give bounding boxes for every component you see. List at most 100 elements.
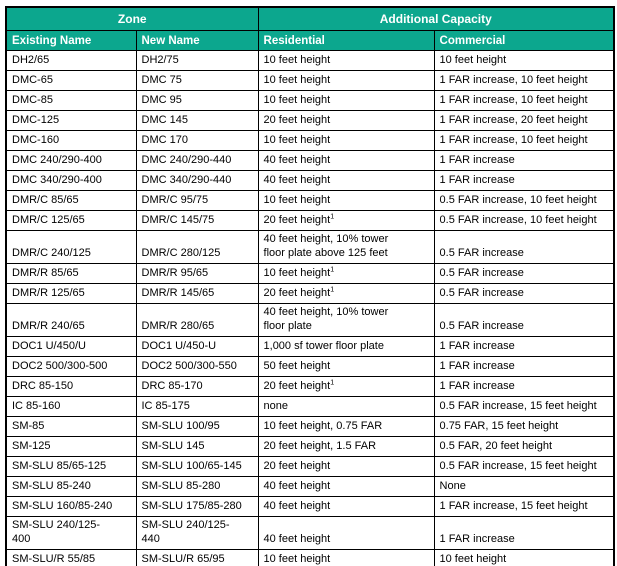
cell-residential: 20 feet height1 (257, 376, 435, 397)
cell-residential: 10 feet height (257, 50, 435, 71)
cell-new-name: SM-SLU 100/95 (135, 416, 259, 437)
cell-new-name: SM-SLU 240/125- 440 (135, 516, 259, 550)
cell-existing-name: IC 85-160 (5, 396, 137, 417)
cell-new-name: SM-SLU 175/85-280 (135, 496, 259, 517)
cell-existing-name: DMC-125 (5, 110, 137, 131)
cell-residential: 10 feet height (257, 70, 435, 91)
cell-new-name: SM-SLU 85-280 (135, 476, 259, 497)
cell-commercial: 0.5 FAR increase, 10 feet height (433, 190, 615, 211)
table-row: DMR/C 125/65 DMR/C 145/75 20 feet height1 0… (5, 210, 615, 231)
cell-commercial: 10 feet height (433, 549, 615, 566)
cell-existing-name: SM-125 (5, 436, 137, 457)
column-header-new-name: New Name (135, 30, 259, 51)
cell-existing-name: DMR/C 85/65 (5, 190, 137, 211)
cell-commercial: 1 FAR increase (433, 376, 615, 397)
cell-commercial: 0.75 FAR, 15 feet height (433, 416, 615, 437)
cell-commercial: 1 FAR increase, 20 feet height (433, 110, 615, 131)
header-columns-row: Existing Name New Name Residential Comme… (5, 30, 615, 51)
cell-existing-name: DOC1 U/450/U (5, 336, 137, 357)
cell-commercial: 1 FAR increase, 10 feet height (433, 70, 615, 91)
cell-new-name: DMR/C 280/125 (135, 230, 259, 264)
cell-new-name: DMR/R 280/65 (135, 303, 259, 337)
cell-residential: 10 feet height1 (257, 263, 435, 284)
cell-commercial: 0.5 FAR increase, 15 feet height (433, 396, 615, 417)
table-row: IC 85-160 IC 85-175 none 0.5 FAR increase, … (5, 396, 615, 417)
cell-residential: 10 feet height (257, 130, 435, 151)
cell-new-name: DMC 240/290-440 (135, 150, 259, 171)
cell-commercial: 0.5 FAR increase (433, 230, 615, 264)
cell-existing-name: DH2/65 (5, 50, 137, 71)
cell-commercial: 0.5 FAR increase, 15 feet height (433, 456, 615, 477)
cell-commercial: 0.5 FAR increase, 10 feet height (433, 210, 615, 231)
cell-new-name: SM-SLU/R 65/95 (135, 549, 259, 566)
cell-commercial: 1 FAR increase (433, 356, 615, 377)
table-row: DMR/R 85/65 DMR/R 95/65 10 feet height1 0.5… (5, 263, 615, 284)
table-row: DOC1 U/450/U DOC1 U/450-U 1,000 sf tower f… (5, 336, 615, 357)
cell-residential: 10 feet height, 0.75 FAR (257, 416, 435, 437)
cell-commercial: 1 FAR increase (433, 150, 615, 171)
cell-residential: 10 feet height (257, 549, 435, 566)
cell-commercial: 10 feet height (433, 50, 615, 71)
table-row: DMR/C 240/125 DMR/C 280/125 40 feet height… (5, 230, 615, 264)
cell-residential: 20 feet height1 (257, 210, 435, 231)
cell-commercial: 0.5 FAR increase (433, 263, 615, 284)
cell-new-name: DMR/R 95/65 (135, 263, 259, 284)
cell-existing-name: DMC-160 (5, 130, 137, 151)
cell-new-name: DMC 75 (135, 70, 259, 91)
table-row: SM-SLU 160/85-240 SM-SLU 175/85-280 40 fee… (5, 496, 615, 517)
table-row: SM-85 SM-SLU 100/95 10 feet height, 0.75 F… (5, 416, 615, 437)
cell-new-name: DMC 95 (135, 90, 259, 111)
table-row: DMR/C 85/65 DMR/C 95/75 10 feet height 0.5 … (5, 190, 615, 211)
cell-commercial: 1 FAR increase, 10 feet height (433, 90, 615, 111)
cell-existing-name: SM-SLU 85-240 (5, 476, 137, 497)
table-row: DOC2 500/300-500 DOC2 500/300-550 50 feet … (5, 356, 615, 377)
cell-existing-name: DMC 240/290-400 (5, 150, 137, 171)
footnote-reference: 1 (330, 378, 335, 386)
cell-new-name: DMR/C 95/75 (135, 190, 259, 211)
table-row: DMC 240/290-400 DMC 240/290-440 40 feet he… (5, 150, 615, 171)
cell-residential: 10 feet height (257, 190, 435, 211)
cell-residential: 40 feet height, 10% tower floor plate (257, 303, 435, 337)
cell-residential: 40 feet height (257, 496, 435, 517)
table-row: DMR/R 240/65 DMR/R 280/65 40 feet height, … (5, 303, 615, 337)
cell-commercial: None (433, 476, 615, 497)
cell-existing-name: DOC2 500/300-500 (5, 356, 137, 377)
cell-existing-name: DMR/R 85/65 (5, 263, 137, 284)
header-group-row: Zone Additional Capacity (5, 6, 615, 31)
cell-new-name: DMR/R 145/65 (135, 283, 259, 304)
column-header-existing-name: Existing Name (5, 30, 137, 51)
cell-existing-name: SM-SLU/R 55/85 (5, 549, 137, 566)
cell-commercial: 1 FAR increase (433, 170, 615, 191)
footnote-reference: 1 (330, 212, 335, 220)
cell-new-name: DMC 170 (135, 130, 259, 151)
cell-commercial: 1 FAR increase (433, 516, 615, 550)
table-row: DMC 340/290-400 DMC 340/290-440 40 feet he… (5, 170, 615, 191)
cell-new-name: IC 85-175 (135, 396, 259, 417)
cell-new-name: DMR/C 145/75 (135, 210, 259, 231)
cell-residential: 40 feet height (257, 476, 435, 497)
cell-existing-name: DMC-65 (5, 70, 137, 91)
table-row: DMR/R 125/65 DMR/R 145/65 20 feet height1 0… (5, 283, 615, 304)
cell-existing-name: SM-SLU 240/125- 400 (5, 516, 137, 550)
cell-existing-name: DMR/C 125/65 (5, 210, 137, 231)
cell-residential: 1,000 sf tower floor plate (257, 336, 435, 357)
cell-existing-name: DMC 340/290-400 (5, 170, 137, 191)
cell-existing-name: DMR/C 240/125 (5, 230, 137, 264)
cell-residential: 40 feet height (257, 516, 435, 550)
table-row: DMC-125 DMC 145 20 feet height 1 FAR increa… (5, 110, 615, 131)
cell-existing-name: DMR/R 125/65 (5, 283, 137, 304)
column-header-commercial: Commercial (433, 30, 615, 51)
cell-residential: 20 feet height (257, 456, 435, 477)
table-row: SM-125 SM-SLU 145 20 feet height, 1.5 FAR 0… (5, 436, 615, 457)
cell-existing-name: SM-SLU 85/65-125 (5, 456, 137, 477)
cell-residential: 40 feet height, 10% tower floor plate ab… (257, 230, 435, 264)
cell-residential: 20 feet height, 1.5 FAR (257, 436, 435, 457)
table-row: DMC-65 DMC 75 10 feet height 1 FAR increase… (5, 70, 615, 91)
cell-existing-name: SM-SLU 160/85-240 (5, 496, 137, 517)
cell-commercial: 0.5 FAR increase (433, 283, 615, 304)
table-row: SM-SLU 240/125- 400 SM-SLU 240/125- 440 40… (5, 516, 615, 550)
column-header-residential: Residential (257, 30, 435, 51)
cell-residential: 40 feet height (257, 150, 435, 171)
table-row: DRC 85-150 DRC 85-170 20 feet height1 1 FAR… (5, 376, 615, 397)
